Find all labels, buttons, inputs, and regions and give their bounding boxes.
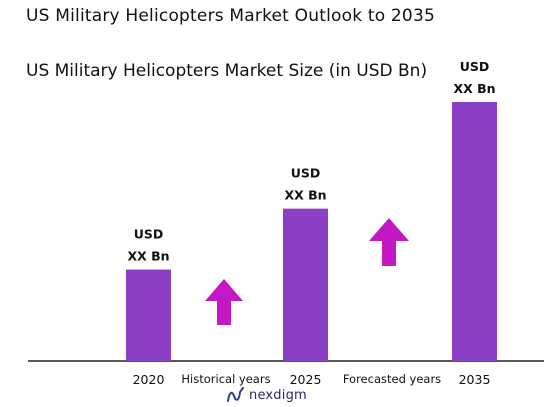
bar-2020 xyxy=(126,269,171,361)
nexdigm-logo-icon xyxy=(227,387,244,402)
x-tick-2035: 2035 xyxy=(459,372,491,387)
arrows-group xyxy=(205,218,409,325)
chart-title: US Military Helicopters Market Size (in … xyxy=(26,61,428,81)
data-label-2025: USD xyxy=(291,166,321,181)
bar-2035 xyxy=(452,102,497,361)
page-title: US Military Helicopters Market Outlook t… xyxy=(26,6,435,26)
labels-group: USD XX Bn 2020 USD XX Bn 2025 USD XX Bn 2035 Hist… xyxy=(127,59,495,387)
x-tick-2025: 2025 xyxy=(290,372,322,387)
data-label-value-2035: XX Bn xyxy=(453,81,495,96)
up-arrow-icon-1 xyxy=(205,279,243,325)
up-arrow-icon-2 xyxy=(369,218,409,266)
nexdigm-logo: nexdigm xyxy=(226,386,307,404)
forecasted-years-label: Forecasted years xyxy=(343,372,441,386)
logo-text: nexdigm xyxy=(249,387,307,403)
bars-group xyxy=(126,102,497,361)
data-label-2020: USD xyxy=(134,227,164,242)
data-label-value-2020: XX Bn xyxy=(127,249,169,264)
x-tick-2020: 2020 xyxy=(133,372,165,387)
data-label-value-2025: XX Bn xyxy=(284,188,326,203)
bar-2025 xyxy=(283,208,328,361)
historical-years-label: Historical years xyxy=(181,372,270,386)
data-label-2035: USD xyxy=(460,59,490,74)
